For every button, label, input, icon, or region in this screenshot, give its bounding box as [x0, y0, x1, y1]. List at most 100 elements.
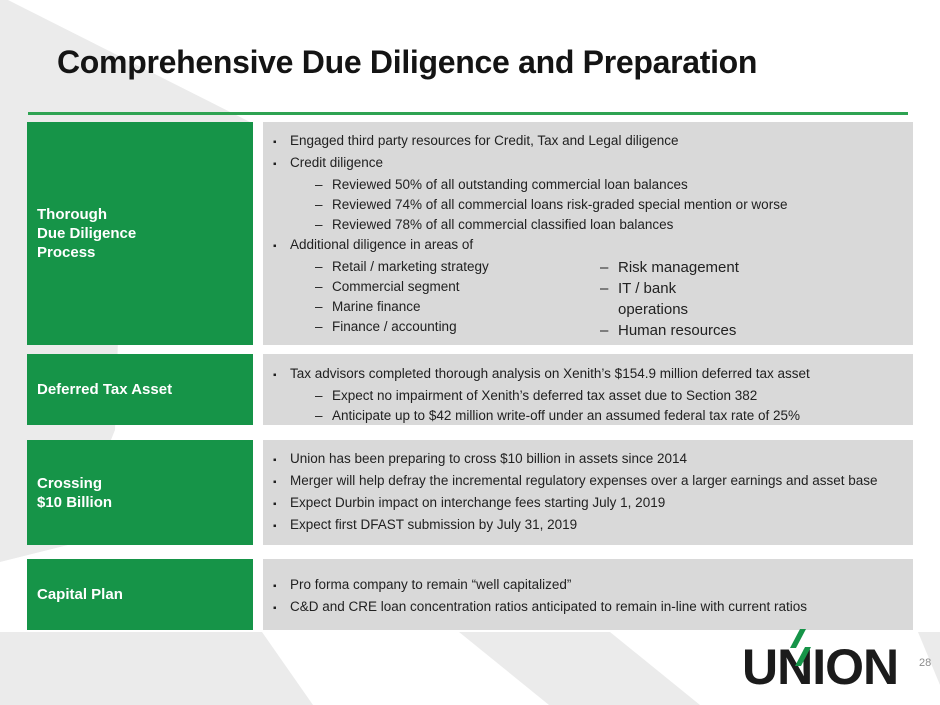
section-label-line: Thorough — [37, 206, 107, 223]
bullet-item: Expect first DFAST submission by July 31… — [273, 515, 897, 537]
section-label-line: $10 Billion — [37, 493, 113, 511]
bullet-item: Reviewed 50% of all outstanding commerci… — [315, 175, 897, 195]
bullet-text: Anticipate up to $42 million write-off u… — [332, 408, 801, 423]
bullet-text: Merger will help defray the incremental … — [290, 473, 878, 488]
content-panel: Tax advisors completed thorough analysis… — [263, 354, 913, 425]
section-deferred-tax-asset: Deferred Tax Asset Tax advisors complete… — [27, 354, 913, 425]
square-bullet-icon — [273, 471, 290, 493]
bullet-text: Reviewed 50% of all outstanding commerci… — [332, 177, 688, 192]
dash-bullet-icon — [315, 257, 332, 277]
bullet-text: Finance / accounting — [332, 319, 457, 334]
dash-bullet-icon — [315, 175, 332, 195]
section-label-line: Crossing — [37, 474, 103, 492]
bullet-item: Reviewed 78% of all commercial classifie… — [315, 215, 897, 235]
two-column-list: Retail / marketing strategy Commercial s… — [315, 257, 897, 341]
slide-title: Comprehensive Due Diligence and Preparat… — [57, 44, 758, 80]
bullet-item: Expect Durbin impact on interchange fees… — [273, 493, 897, 515]
bullet-text: Additional diligence in areas of — [290, 237, 474, 252]
bullet-text: Tax advisors completed thorough analysis… — [290, 366, 810, 381]
bullet-item: Expect no impairment of Xenith’s deferre… — [315, 386, 897, 406]
square-bullet-icon — [273, 364, 290, 386]
square-bullet-icon — [273, 449, 290, 471]
bullet-text: Reviewed 78% of all commercial classifie… — [332, 217, 674, 232]
bullet-text: Expect no impairment of Xenith’s deferre… — [332, 388, 758, 403]
bullet-item: Marine finance — [315, 297, 600, 317]
bullet-text: Union has been preparing to cross $10 bi… — [290, 451, 687, 466]
title-underline — [28, 112, 908, 115]
bullet-text: Human resources — [618, 322, 737, 339]
background-stripe — [0, 632, 313, 705]
bullet-text: IT / bank operations — [618, 280, 689, 318]
dash-bullet-icon — [600, 278, 618, 320]
section-label-line: Process — [37, 244, 96, 261]
content-panel: Union has been preparing to cross $10 bi… — [263, 440, 913, 545]
bullet-text: Risk management — [618, 259, 739, 276]
section-label-line: Due Diligence — [37, 225, 137, 242]
section-label-box: Crossing $10 Billion — [27, 440, 253, 545]
bullet-item: IT / bank operations — [600, 278, 790, 320]
square-bullet-icon — [273, 515, 290, 537]
dash-bullet-icon — [315, 406, 332, 426]
bullet-text: Reviewed 74% of all commercial loans ris… — [332, 197, 788, 212]
square-bullet-icon — [273, 597, 290, 619]
dash-bullet-icon — [315, 297, 332, 317]
bullet-item: Engaged third party resources for Credit… — [273, 131, 897, 153]
column-right: Risk management IT / bank operations Hum… — [600, 257, 790, 341]
background-stripe — [459, 632, 700, 705]
bullet-text: Engaged third party resources for Credit… — [290, 133, 679, 148]
section-label-line: Capital Plan — [37, 586, 123, 603]
section-label-box: Deferred Tax Asset — [27, 354, 253, 425]
bullet-item: Retail / marketing strategy — [315, 257, 600, 277]
dash-bullet-icon — [315, 277, 332, 297]
section-label-line: Deferred Tax Asset — [37, 381, 173, 398]
sections-container: Thorough Due Diligence Process Engaged t… — [27, 122, 913, 630]
bullet-item: Tax advisors completed thorough analysis… — [273, 364, 897, 386]
bullet-text: Credit diligence — [290, 155, 384, 170]
logo-text: UNION — [742, 639, 899, 695]
square-bullet-icon — [273, 575, 290, 597]
bullet-text: Expect first DFAST submission by July 31… — [290, 517, 578, 532]
dash-bullet-icon — [600, 320, 618, 341]
square-bullet-icon — [273, 235, 290, 257]
bullet-text: C&D and CRE loan concentration ratios an… — [290, 599, 808, 614]
section-label-box: Thorough Due Diligence Process — [27, 122, 253, 345]
section-capital-plan: Capital Plan Pro forma company to remain… — [27, 559, 913, 630]
section-crossing-10-billion: Crossing $10 Billion Union has been prep… — [27, 440, 913, 545]
bullet-text: Retail / marketing strategy — [332, 259, 489, 274]
bullet-item: Union has been preparing to cross $10 bi… — [273, 449, 897, 471]
square-bullet-icon — [273, 493, 290, 515]
dash-bullet-icon — [315, 386, 332, 406]
union-logo: UNION — [742, 629, 927, 700]
bullet-item: Risk management — [600, 257, 790, 278]
logo-mark-icon — [790, 629, 811, 666]
logo-stripe — [790, 629, 806, 648]
bullet-item: Credit diligence — [273, 153, 897, 175]
bullet-item: Merger will help defray the incremental … — [273, 471, 897, 493]
bullet-item: C&D and CRE loan concentration ratios an… — [273, 597, 897, 619]
column-left: Retail / marketing strategy Commercial s… — [315, 257, 600, 341]
dash-bullet-icon — [315, 317, 332, 337]
square-bullet-icon — [273, 153, 290, 175]
square-bullet-icon — [273, 131, 290, 153]
logo-stripe — [795, 647, 811, 666]
dash-bullet-icon — [315, 215, 332, 235]
bullet-item: Commercial segment — [315, 277, 600, 297]
bullet-item: Anticipate up to $42 million write-off u… — [315, 406, 897, 426]
content-panel: Pro forma company to remain “well capita… — [263, 559, 913, 630]
dash-bullet-icon — [600, 257, 618, 278]
bullet-item: Human resources — [600, 320, 790, 341]
bullet-text: Commercial segment — [332, 279, 460, 294]
background-stripe — [918, 632, 940, 685]
content-panel: Engaged third party resources for Credit… — [263, 122, 913, 345]
dash-bullet-icon — [315, 195, 332, 215]
bullet-text: Expect Durbin impact on interchange fees… — [290, 495, 666, 510]
bullet-item: Reviewed 74% of all commercial loans ris… — [315, 195, 897, 215]
section-thorough-due-diligence: Thorough Due Diligence Process Engaged t… — [27, 122, 913, 345]
bullet-text: Pro forma company to remain “well capita… — [290, 577, 572, 592]
bullet-text: Marine finance — [332, 299, 421, 314]
bullet-item: Finance / accounting — [315, 317, 600, 337]
bullet-item: Pro forma company to remain “well capita… — [273, 575, 897, 597]
page-number: 28 — [919, 657, 932, 669]
section-label-box: Capital Plan — [27, 559, 253, 630]
